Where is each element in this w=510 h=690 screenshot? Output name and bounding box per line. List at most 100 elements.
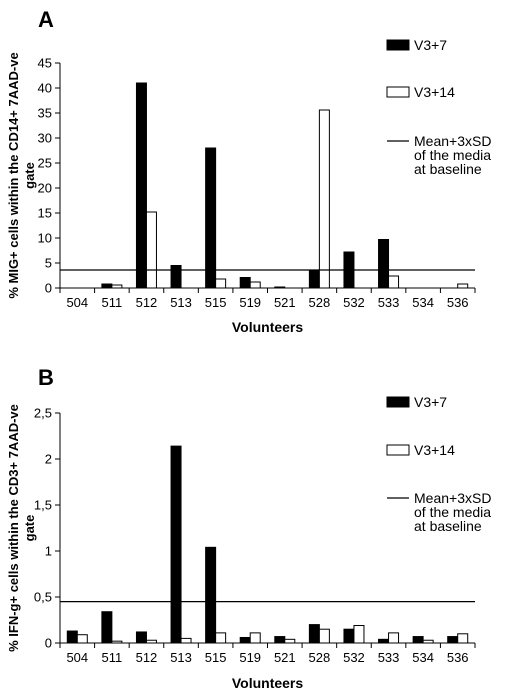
x-tick-label: 511 xyxy=(102,295,123,310)
x-tick-label: 513 xyxy=(170,650,192,665)
legend-label-v3-7: V3+7 xyxy=(414,394,447,410)
legend-label-reference-line2: of the media xyxy=(414,147,491,163)
x-tick-label: 532 xyxy=(343,295,365,310)
bar-v3-14-515 xyxy=(215,278,227,289)
bar-v3-14-528 xyxy=(318,628,330,644)
y-axis-label-line1: % MIG+ cells within the CD14+ 7AAD-ve xyxy=(6,52,21,298)
bar-v3-7-521 xyxy=(274,286,286,289)
bar-v3-14-536 xyxy=(457,283,469,289)
x-tick-label: 504 xyxy=(66,295,88,310)
bar-v3-7-533 xyxy=(378,638,390,644)
bar-v3-7-519 xyxy=(239,636,251,644)
legend-swatch-v3-14 xyxy=(386,86,410,98)
bar-v3-14-533 xyxy=(388,275,400,289)
bar-v3-7-515 xyxy=(205,546,217,644)
bar-v3-7-513 xyxy=(170,265,182,289)
legend-swatch-v3-14 xyxy=(386,444,410,456)
x-tick-label: 536 xyxy=(447,295,469,310)
bar-v3-7-536 xyxy=(447,636,459,644)
x-tick-label: 534 xyxy=(412,295,434,310)
x-tick-label: 534 xyxy=(412,650,434,665)
y-tick-label: 0 xyxy=(45,636,52,651)
y-tick-label: 1 xyxy=(45,544,52,559)
y-tick-label: 10 xyxy=(38,231,52,246)
y-tick-label: 35 xyxy=(38,106,52,121)
x-axis-label: Volunteers xyxy=(232,319,304,335)
x-tick-label: 536 xyxy=(447,650,469,665)
panel-a: A 0 5 10 15 20 25 30 35 40 45 504 511 512 513 515 519 521… xyxy=(6,7,491,335)
x-tick-label: 512 xyxy=(136,295,158,310)
bar-v3-14-533 xyxy=(388,632,400,644)
y-tick-label: 25 xyxy=(38,156,52,171)
y-axis-label-line2: gate xyxy=(22,515,37,542)
x-tick-label: 515 xyxy=(205,295,227,310)
panel-letter: B xyxy=(38,365,54,390)
y-tick-label: 2 xyxy=(45,452,52,467)
legend-label-v3-14: V3+14 xyxy=(414,84,455,100)
legend-swatch-v3-7 xyxy=(386,396,410,408)
x-tick-label: 511 xyxy=(102,650,123,665)
panel-b: B 0 0,5 1 1,5 2 2,5 504 511 512 513 515 519 521 528 532… xyxy=(6,365,491,690)
x-tick-label: 519 xyxy=(239,650,261,665)
x-tick-label: 533 xyxy=(378,650,400,665)
legend-label-reference-line2: of the media xyxy=(414,504,491,520)
bar-v3-14-515 xyxy=(215,632,227,644)
y-axis-label: % IFN-g+ cells within the CD3+ 7AAD-vega… xyxy=(6,404,37,652)
y-tick-label: 30 xyxy=(38,131,52,146)
bar-v3-7-534 xyxy=(412,636,424,644)
legend-swatch-v3-7 xyxy=(386,39,410,51)
bar-v3-7-528 xyxy=(308,270,320,289)
x-axis-label: Volunteers xyxy=(232,675,304,690)
bar-v3-14-513 xyxy=(180,637,192,644)
bar-v3-14-534 xyxy=(422,639,434,644)
bar-v3-7-512 xyxy=(135,631,147,644)
x-tick-label: 521 xyxy=(274,295,296,310)
y-axis-label: % MIG+ cells within the CD14+ 7AAD-vegat… xyxy=(6,52,37,298)
legend-label-reference-line3: at baseline xyxy=(414,518,482,534)
bar-v3-14-519 xyxy=(249,281,261,289)
bar-v3-7-513 xyxy=(170,445,182,644)
bar-v3-14-532 xyxy=(353,625,365,644)
legend-label-reference-line1: Mean+3xSD xyxy=(414,133,491,149)
bar-v3-7-512 xyxy=(135,82,147,289)
bar-v3-7-521 xyxy=(274,636,286,644)
y-tick-label: 15 xyxy=(38,206,52,221)
y-tick-label: 0,5 xyxy=(34,590,52,605)
y-axis-label-line2: gate xyxy=(22,162,37,189)
x-tick-label: 513 xyxy=(170,295,192,310)
bar-v3-14-521 xyxy=(284,638,296,644)
x-tick-label: 512 xyxy=(136,650,158,665)
bar-v3-7-504 xyxy=(66,630,78,644)
bar-v3-14-504 xyxy=(76,634,88,644)
bar-v3-14-512 xyxy=(145,211,157,289)
x-tick-label: 521 xyxy=(274,650,296,665)
y-tick-label: 5 xyxy=(45,256,52,271)
bar-v3-7-511 xyxy=(101,283,113,289)
panel-letter: A xyxy=(38,7,54,32)
bar-v3-7-533 xyxy=(378,239,390,289)
bar-v3-14-511 xyxy=(111,640,123,644)
bar-v3-7-528 xyxy=(308,624,320,644)
x-tick-label: 528 xyxy=(309,650,331,665)
bar-v3-14-512 xyxy=(145,639,157,644)
x-tick-label: 533 xyxy=(378,295,400,310)
y-tick-label: 20 xyxy=(38,181,52,196)
bar-v3-7-532 xyxy=(343,628,355,644)
bar-v3-7-515 xyxy=(205,147,217,289)
x-tick-label: 504 xyxy=(66,650,88,665)
x-tick-label: 519 xyxy=(239,295,261,310)
x-tick-label: 532 xyxy=(343,650,365,665)
bar-v3-7-511 xyxy=(101,611,113,644)
legend-label-v3-7: V3+7 xyxy=(414,37,447,53)
y-tick-label: 45 xyxy=(38,56,52,71)
bar-v3-14-511 xyxy=(111,284,123,289)
legend-label-reference-line1: Mean+3xSD xyxy=(414,490,491,506)
bar-v3-14-536 xyxy=(457,633,469,644)
y-tick-label: 1,5 xyxy=(34,498,52,513)
y-tick-label: 2,5 xyxy=(34,406,52,421)
x-tick-label: 515 xyxy=(205,650,227,665)
bar-v3-7-519 xyxy=(239,277,251,289)
legend-label-reference-line3: at baseline xyxy=(414,161,482,177)
bar-v3-14-528 xyxy=(318,109,330,289)
